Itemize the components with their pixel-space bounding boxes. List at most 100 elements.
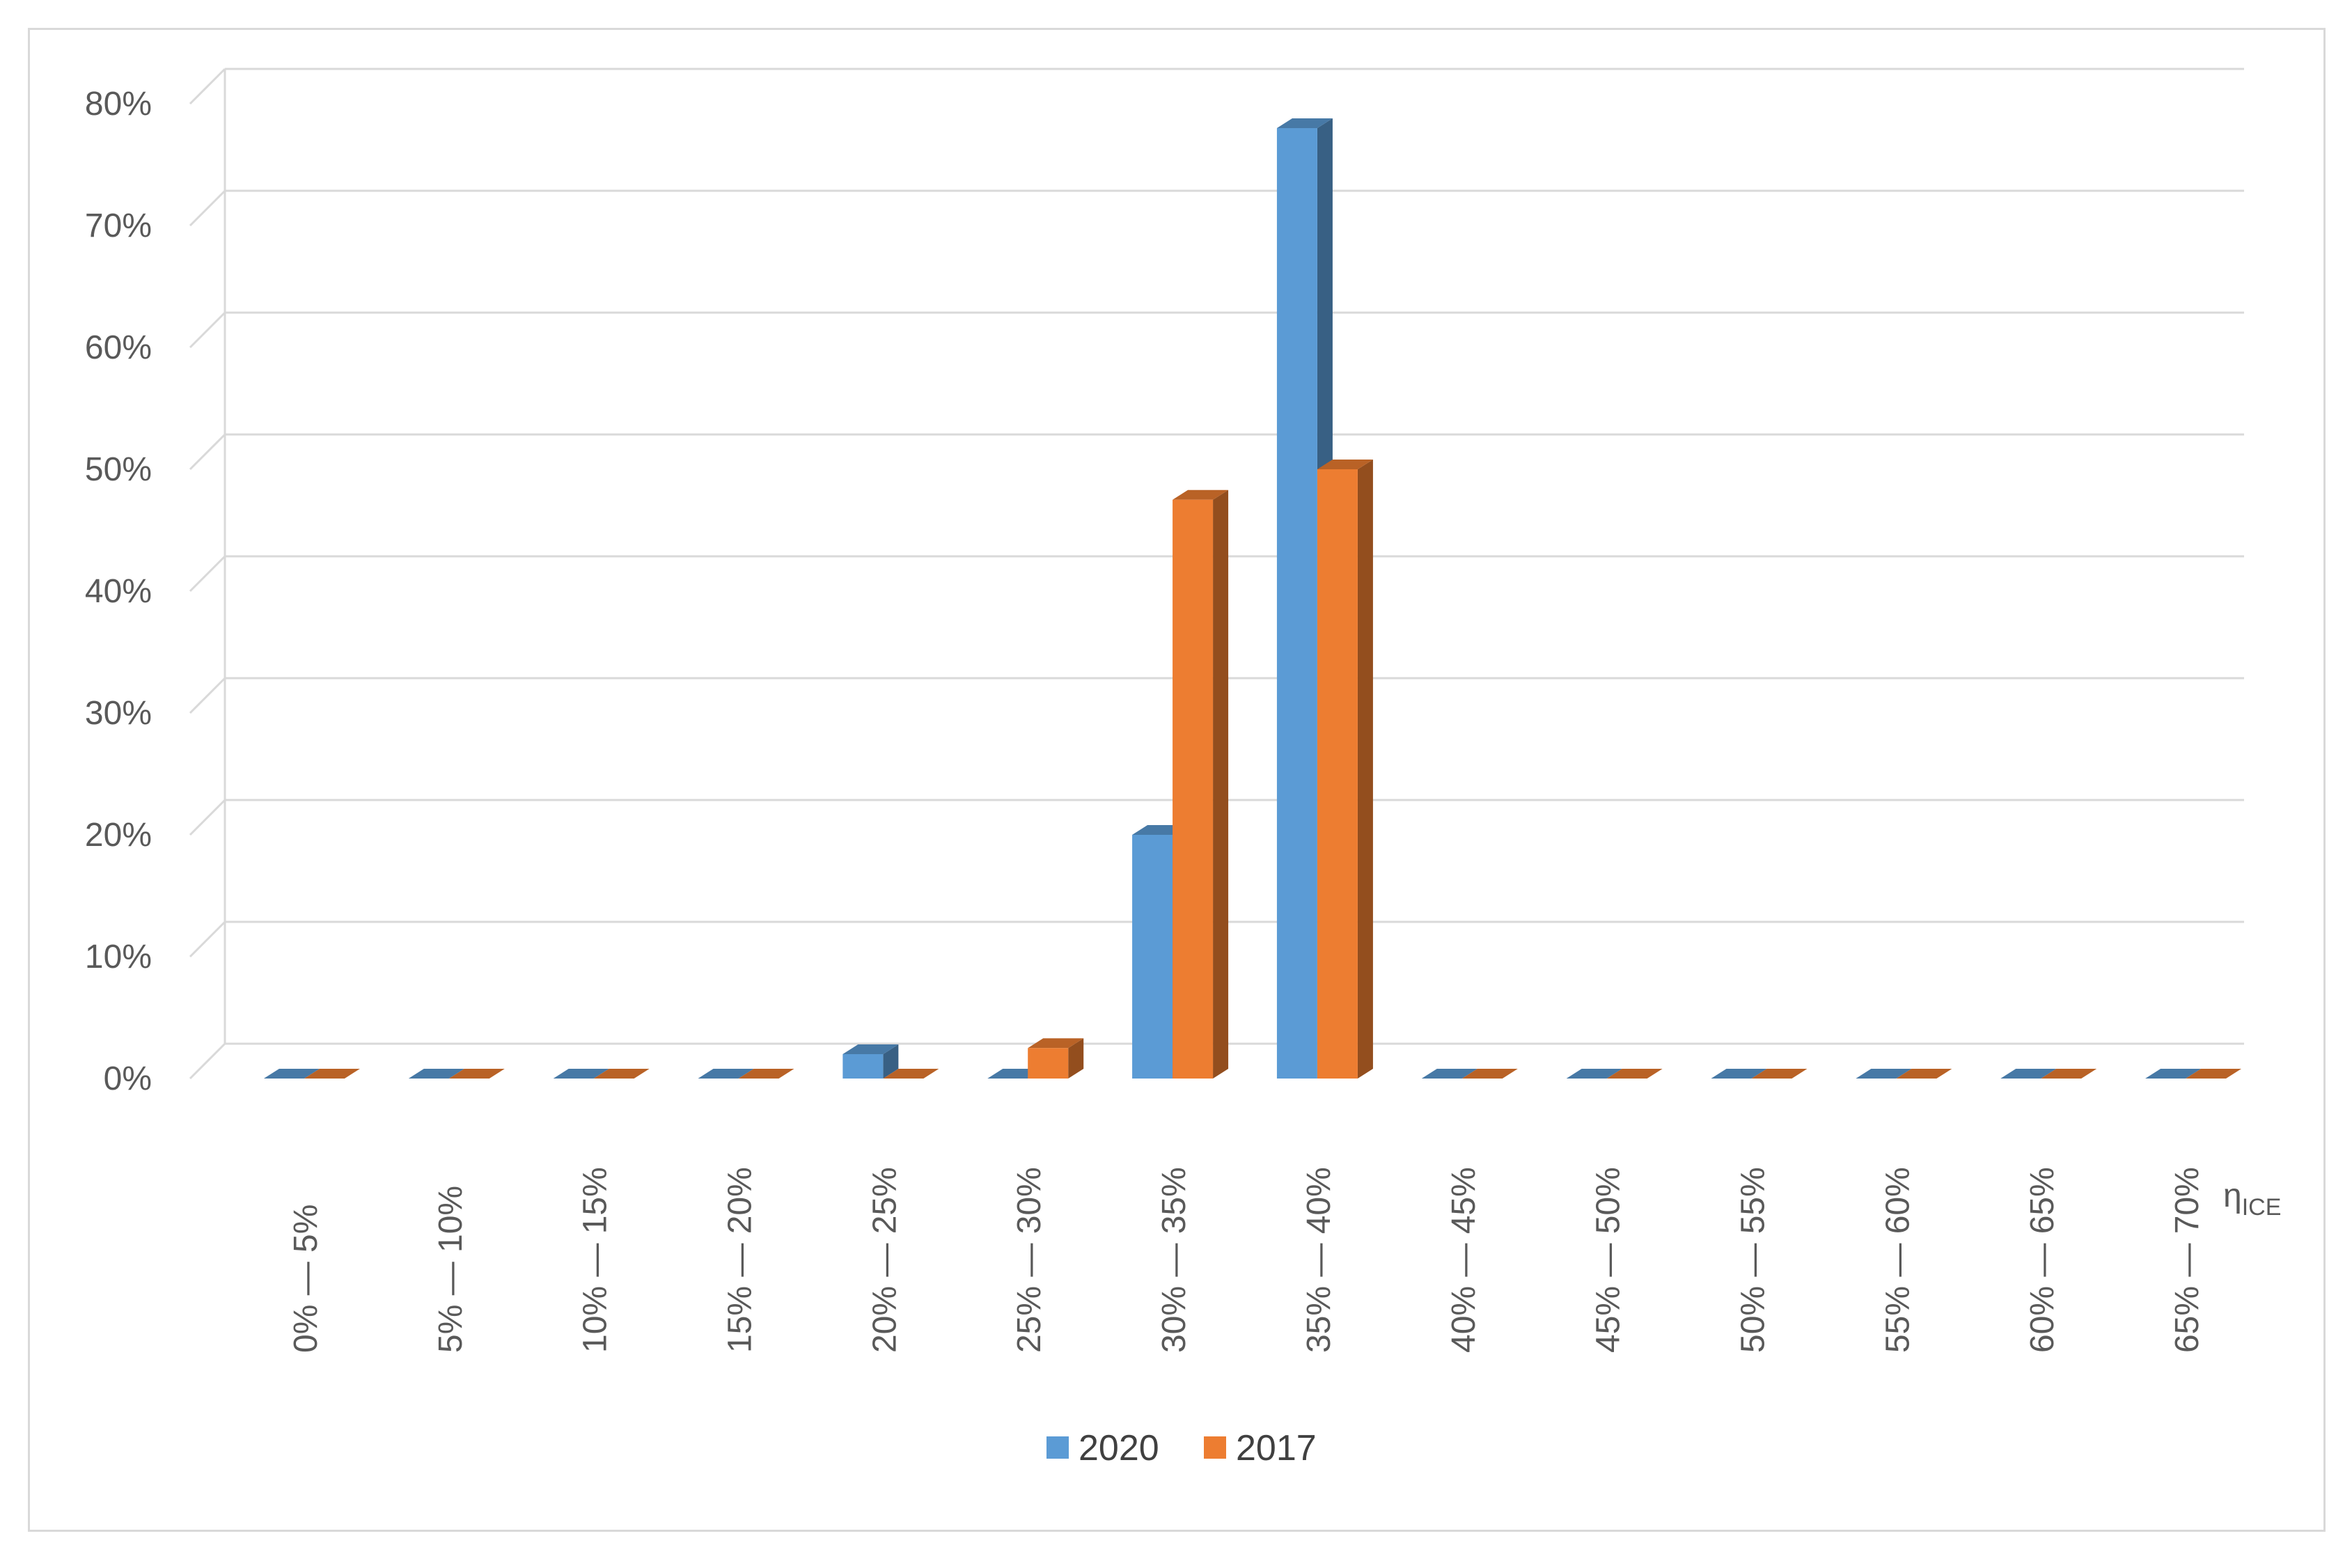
x-tick-label: 25% — 30% <box>1011 1167 1048 1353</box>
y-tick-label: 80% <box>85 86 152 123</box>
bar-2020-13 <box>2145 1069 2202 1079</box>
bar-top <box>698 1069 754 1079</box>
x-tick-label: 20% — 25% <box>866 1167 903 1353</box>
bar-top <box>1317 460 1373 469</box>
legend-item-2017: 2017 <box>1204 1428 1317 1468</box>
bar-top <box>263 1069 320 1079</box>
bar-2017-13 <box>2186 1069 2242 1079</box>
chart-svg: 0% 10% 20% 30% 40% 50% 60% 70% 80% 0% — 5% 5% — 1… <box>85 68 2281 1468</box>
legend-item-2020: 2020 <box>1046 1428 1159 1468</box>
y-tick-label: 60% <box>85 329 152 366</box>
bar-front <box>1276 128 1317 1079</box>
y-tick-label: 0% <box>104 1060 152 1097</box>
legend-swatch <box>1046 1436 1069 1459</box>
y-tick-label: 50% <box>85 451 152 488</box>
bar-2017-0 <box>304 1069 360 1079</box>
gridline-depth <box>189 189 226 227</box>
x-tick-label: 30% — 35% <box>1156 1167 1193 1353</box>
bar-2020-11 <box>1856 1069 1912 1079</box>
legend: 2020 2017 <box>1046 1428 1317 1468</box>
gridline-depth <box>189 799 226 836</box>
bar-2020-9 <box>1566 1069 1622 1079</box>
bar-top <box>1173 489 1229 500</box>
x-axis-label: ηICE <box>2223 1177 2281 1221</box>
bar-top <box>1711 1069 1767 1079</box>
bar-top <box>1421 1069 1477 1079</box>
bar-top <box>1856 1069 1912 1079</box>
bar-top <box>842 1044 899 1054</box>
bar-2020-2 <box>553 1069 609 1079</box>
bar-top <box>2000 1069 2057 1079</box>
gridline-depth <box>189 1042 226 1080</box>
x-tick-label: 40% — 45% <box>1445 1167 1482 1353</box>
legend-label: 2020 <box>1079 1428 1159 1468</box>
bar-2017-3 <box>738 1069 794 1079</box>
gridline-depth <box>189 555 226 593</box>
legend-swatch <box>1204 1436 1226 1459</box>
bar-side <box>1213 489 1229 1079</box>
y-tick-label: 30% <box>85 695 152 732</box>
y-tick-label: 40% <box>85 573 152 610</box>
bar-2017-1 <box>448 1069 505 1079</box>
bar-top <box>593 1069 650 1079</box>
bars <box>263 118 2242 1079</box>
bar-top <box>2186 1069 2242 1079</box>
bar-2020-12 <box>2000 1069 2057 1079</box>
bar-2017-4 <box>883 1069 939 1079</box>
bar-2017-8 <box>1461 1069 1518 1079</box>
chart-frame: 0% 10% 20% 30% 40% 50% 60% 70% 80% 0% — 5% 5% — 1… <box>28 28 2326 1532</box>
bar-2020-0 <box>263 1069 320 1079</box>
bar-side <box>1357 460 1373 1079</box>
bar-front <box>1173 499 1214 1079</box>
bar-front <box>1317 469 1358 1079</box>
bar-2020-3 <box>698 1069 754 1079</box>
bar-top <box>1566 1069 1622 1079</box>
bar-2020-8 <box>1421 1069 1477 1079</box>
legend-label: 2017 <box>1236 1428 1317 1468</box>
x-tick-label: 0% — 5% <box>288 1205 324 1353</box>
bar-top <box>2145 1069 2202 1079</box>
bar-top <box>1751 1069 1808 1079</box>
bar-2020-10 <box>1711 1069 1767 1079</box>
x-tick-label: 5% — 10% <box>432 1186 469 1353</box>
bar-side <box>1068 1038 1084 1079</box>
x-tick-label: 15% — 20% <box>722 1167 759 1353</box>
bar-2017-11 <box>1896 1069 1952 1079</box>
bar-top <box>2041 1069 2097 1079</box>
bar-top <box>1896 1069 1952 1079</box>
bar-2020-1 <box>408 1069 464 1079</box>
bar-front <box>1028 1048 1069 1079</box>
x-tick-label: 45% — 50% <box>1590 1167 1627 1353</box>
bar-top <box>448 1069 505 1079</box>
x-tick-label: 55% — 60% <box>1879 1167 1916 1353</box>
bar-2017-6 <box>1173 489 1229 1079</box>
bar-front <box>842 1054 884 1079</box>
bar-top <box>1028 1038 1084 1049</box>
y-tick-label: 10% <box>85 939 152 975</box>
bar-side <box>883 1044 899 1079</box>
bar-2020-4 <box>842 1044 899 1079</box>
y-tick-label: 70% <box>85 207 152 244</box>
bar-top <box>1461 1069 1518 1079</box>
gridline-depth <box>189 311 226 349</box>
x-tick-label: 65% — 70% <box>2169 1167 2206 1353</box>
bar-2017-7 <box>1317 460 1373 1079</box>
x-axis-ticks: 0% — 5% 5% — 10% 10% — 15% 15% — 20% 20% — 2… <box>288 1167 2206 1353</box>
gridline-depth <box>189 68 226 105</box>
bar-top <box>738 1069 794 1079</box>
x-tick-label: 35% — 40% <box>1301 1167 1338 1353</box>
bar-top <box>1606 1069 1663 1079</box>
bar-2017-9 <box>1606 1069 1663 1079</box>
gridline-depth <box>189 920 226 958</box>
bar-2017-2 <box>593 1069 650 1079</box>
bar-2017-12 <box>2041 1069 2097 1079</box>
bar-top <box>304 1069 360 1079</box>
bar-front <box>1132 835 1173 1079</box>
y-tick-label: 20% <box>85 817 152 854</box>
gridlines <box>189 68 2244 1080</box>
x-tick-label: 60% — 65% <box>2024 1167 2061 1353</box>
gridline-depth <box>189 677 226 714</box>
bar-top <box>553 1069 609 1079</box>
gridline-depth <box>189 433 226 471</box>
bar-top <box>1276 118 1333 128</box>
